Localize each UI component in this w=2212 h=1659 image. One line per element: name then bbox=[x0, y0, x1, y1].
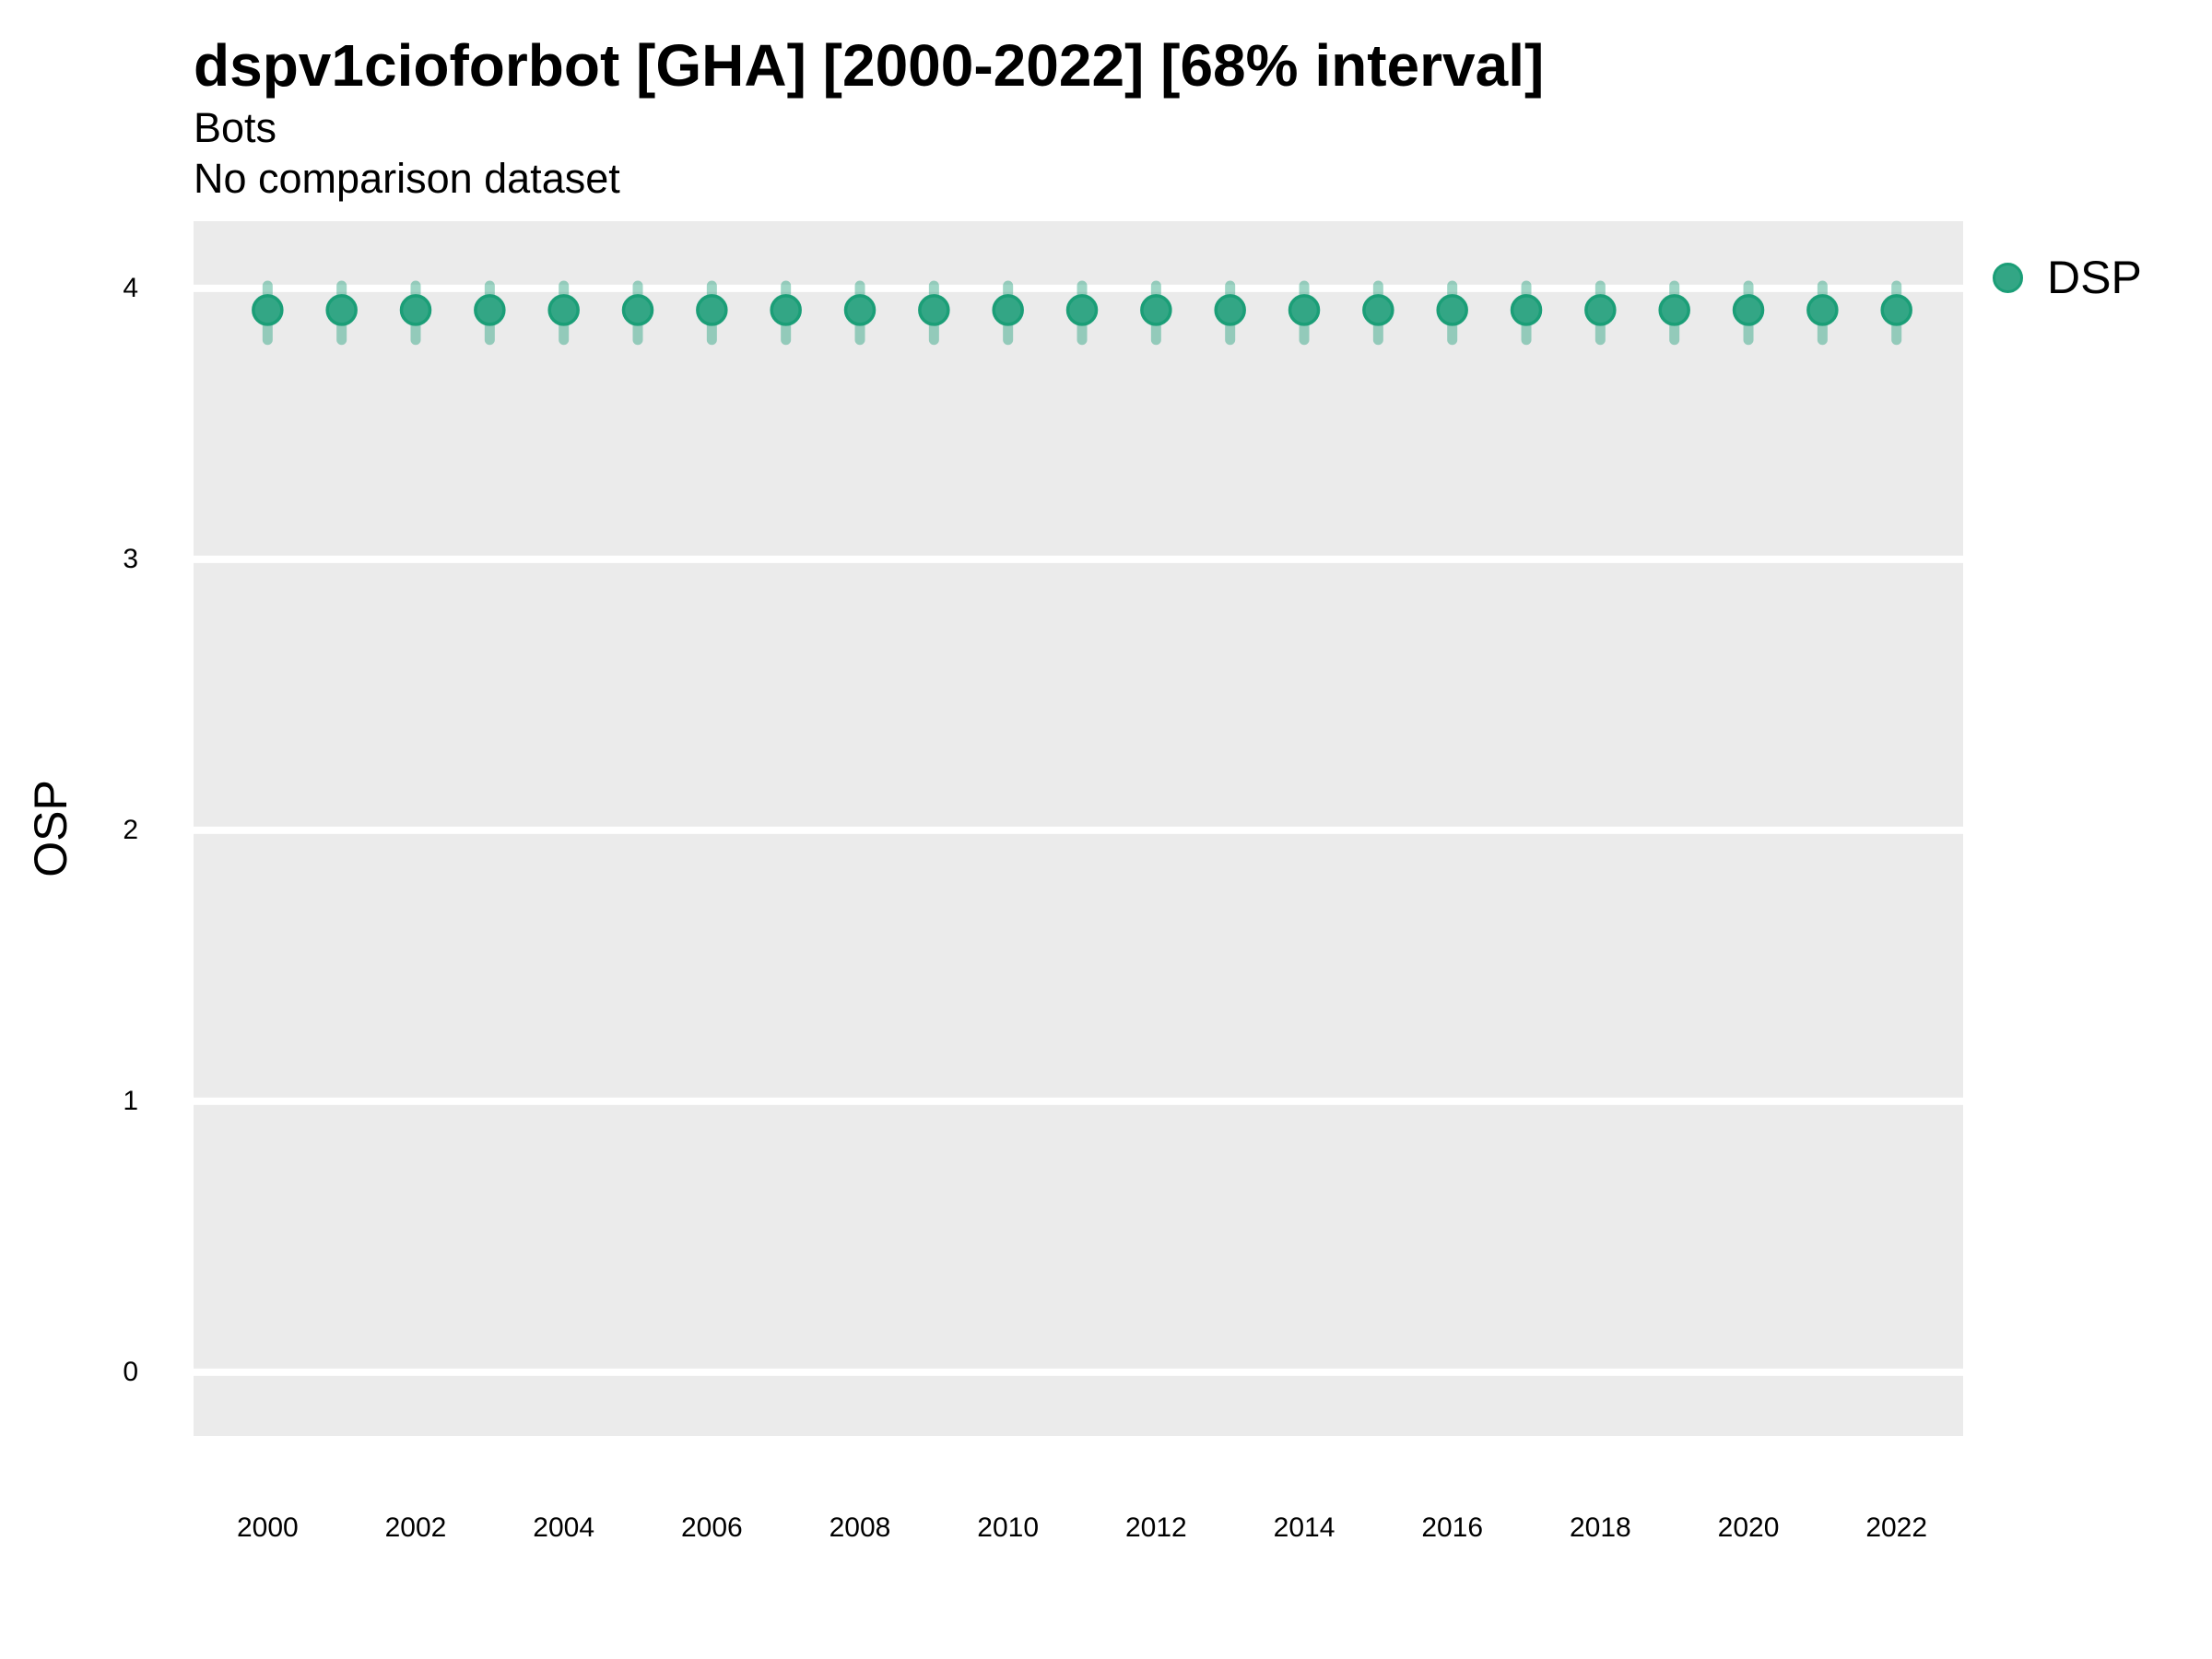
data-point bbox=[325, 294, 358, 326]
data-point bbox=[1436, 294, 1468, 326]
data-point bbox=[474, 294, 506, 326]
data-point bbox=[1288, 294, 1321, 326]
data-point bbox=[1584, 294, 1617, 326]
y-tick-label: 4 bbox=[123, 272, 138, 303]
data-point bbox=[621, 294, 654, 326]
x-tick-label: 2010 bbox=[977, 1512, 1040, 1543]
x-tick-label: 2002 bbox=[384, 1512, 447, 1543]
legend-label-dsp: DSP bbox=[2047, 252, 2142, 303]
chart-subtitle-dataset: Bots bbox=[194, 104, 277, 151]
data-point bbox=[1362, 294, 1394, 326]
data-point bbox=[252, 294, 284, 326]
x-tick-label: 2018 bbox=[1569, 1512, 1631, 1543]
data-point bbox=[1140, 294, 1172, 326]
y-tick-label: 1 bbox=[123, 1085, 138, 1116]
data-point bbox=[399, 294, 432, 326]
data-point bbox=[843, 294, 877, 326]
plot-area bbox=[194, 221, 1963, 1436]
x-tick-label: 2004 bbox=[533, 1512, 595, 1543]
data-point bbox=[1880, 294, 1912, 326]
chart-title: dspv1cioforbot [GHA] [2000-2022] [68% in… bbox=[194, 32, 1545, 99]
y-tick-label: 0 bbox=[123, 1356, 138, 1387]
data-point bbox=[1658, 294, 1690, 326]
data-point bbox=[1214, 294, 1246, 326]
x-tick-label: 2022 bbox=[1865, 1512, 1928, 1543]
x-tick-label: 2000 bbox=[236, 1512, 299, 1543]
x-tick-label: 2014 bbox=[1273, 1512, 1335, 1543]
y-tick-label: 3 bbox=[123, 543, 138, 574]
chart-subtitle-comparison: No comparison dataset bbox=[194, 155, 620, 202]
data-point bbox=[918, 294, 950, 326]
data-point bbox=[547, 294, 580, 326]
x-tick-label: 2012 bbox=[1124, 1512, 1187, 1543]
data-point bbox=[1732, 294, 1765, 326]
data-point bbox=[770, 294, 802, 326]
data-point bbox=[1510, 294, 1543, 326]
legend-marker-dsp bbox=[1993, 262, 2023, 293]
legend: DSP bbox=[1993, 254, 2142, 300]
data-point bbox=[696, 294, 728, 326]
y-tick-label: 2 bbox=[123, 814, 138, 845]
x-tick-label: 2006 bbox=[680, 1512, 743, 1543]
x-tick-label: 2016 bbox=[1421, 1512, 1484, 1543]
data-point bbox=[1806, 294, 1839, 326]
x-tick-label: 2008 bbox=[829, 1512, 891, 1543]
data-point bbox=[992, 294, 1024, 326]
data-point bbox=[1065, 294, 1099, 326]
x-tick-label: 2020 bbox=[1717, 1512, 1780, 1543]
